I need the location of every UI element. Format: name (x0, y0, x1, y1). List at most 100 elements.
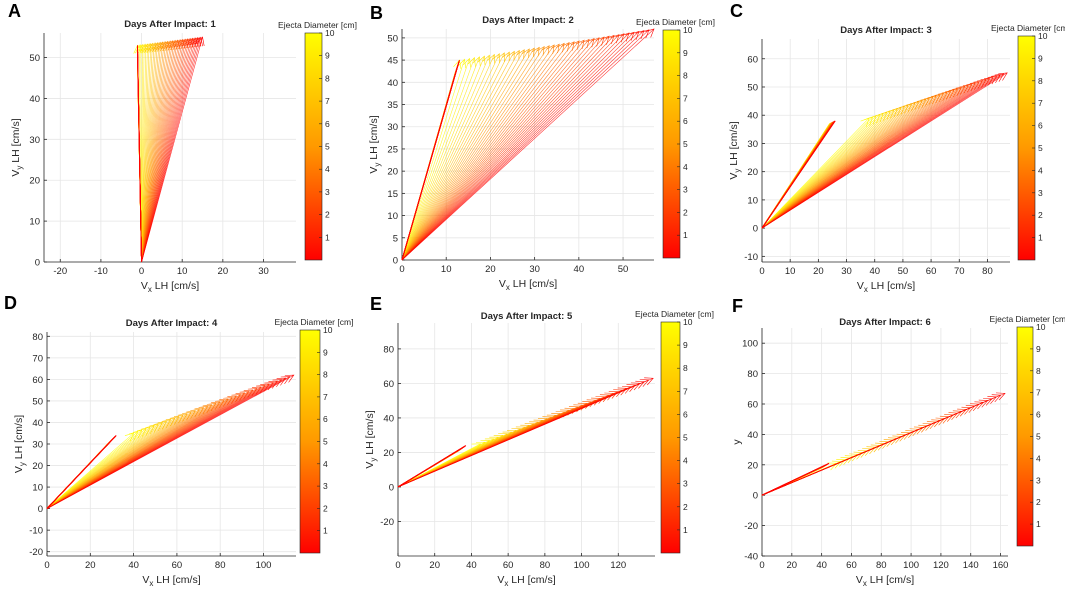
quiver-arrow-head (497, 52, 505, 62)
x-tick-label: 100 (574, 560, 590, 571)
quiver-arrow-head (141, 43, 150, 53)
y-tick-label: 60 (383, 379, 394, 390)
quiver-arrow-head (991, 74, 1001, 84)
quiver-arrow-head (521, 48, 530, 58)
quiver-arrow-shaft (401, 55, 490, 261)
quiver-arrow-base (46, 435, 117, 509)
panel-letter: C (730, 1, 743, 21)
colorbar-tick-label: 6 (323, 414, 328, 424)
quiver-arrow-head (501, 51, 510, 62)
x-tick-label: -20 (53, 266, 67, 277)
colorbar-label: Ejecta Diameter [cm] (636, 17, 715, 27)
quiver-arrow-head (605, 34, 615, 45)
y-tick-label: 0 (35, 258, 40, 269)
quiver-arrow-head (193, 36, 202, 47)
quiver-arrow-shaft (401, 51, 515, 261)
y-tick-label: 20 (747, 460, 758, 471)
colorbar-tick-label: 2 (1036, 497, 1041, 507)
colorbar-tick-label: 5 (1036, 432, 1041, 442)
quiver-series (46, 374, 295, 509)
quiver-arrow-shaft (401, 43, 565, 261)
x-tick-label: 10 (785, 266, 796, 277)
panel-letter: E (370, 294, 382, 314)
axes-background (398, 323, 655, 556)
quiver-series (761, 72, 1008, 229)
quiver-arrow-head (276, 377, 287, 386)
colorbar-tick-label: 6 (683, 116, 688, 126)
panel-a: A -20 -10 0 10 20 30 0 10 20 30 40 50 Days After Impa… (8, 1, 357, 294)
quiver-arrow-shaft (401, 47, 535, 261)
colorbar-tick-label: 4 (1038, 165, 1043, 175)
colorbar-tick-label: 7 (683, 386, 688, 396)
x-tick-label: 40 (128, 560, 139, 571)
colorbar: Ejecta Diameter [cm] 1 2 3 4 5 6 7 8 9 10 (990, 314, 1065, 547)
y-tick-label: 20 (383, 448, 394, 459)
quiver-arrow-head (600, 35, 610, 45)
colorbar-tick-label: 1 (683, 525, 688, 535)
x-axis-label: Vx LH [cm/s] (497, 574, 555, 588)
quiver-arrow-shaft (401, 42, 570, 261)
quiver-arrow-head (998, 72, 1008, 81)
quiver-arrow-head (996, 392, 1006, 401)
quiver-arrow-head (645, 28, 655, 38)
x-tick-label: 60 (503, 560, 514, 571)
quiver-arrow-head (511, 49, 520, 60)
chart-title: Days After Impact: 5 (481, 311, 573, 322)
colorbar-tick-label: 5 (323, 437, 328, 447)
colorbar-tick-label: 8 (683, 363, 688, 373)
x-tick-label: 0 (759, 266, 764, 277)
y-tick-label: 20 (387, 167, 398, 178)
colorbar-tick-label: 10 (325, 28, 335, 38)
colorbar: Ejecta Diameter [cm] 1 2 3 4 5 6 7 8 9 10 (635, 309, 714, 554)
y-tick-label: 30 (387, 122, 398, 133)
quiver-arrow-head (157, 41, 166, 51)
quiver-arrow-head (139, 43, 149, 53)
quiver-arrow-head (945, 89, 955, 99)
y-tick-label: 40 (32, 418, 43, 429)
y-tick-label: 0 (393, 256, 398, 267)
colorbar-label: Ejecta Diameter [cm] (635, 309, 714, 319)
quiver-arrow-head (169, 416, 180, 425)
quiver-arrow-shaft (401, 46, 545, 261)
x-tick-label: 0 (399, 264, 404, 275)
quiver-arrow-head (153, 422, 163, 431)
y-tick-label: 20 (29, 176, 40, 187)
x-tick-label: 80 (876, 560, 887, 571)
quiver-arrow-shaft (401, 56, 480, 261)
chart-title: Days After Impact: 4 (126, 318, 218, 329)
colorbar-tick-label: 10 (1036, 322, 1046, 332)
x-tick-label: 10 (441, 264, 452, 275)
quiver-arrow-base (761, 120, 836, 229)
y-axis-label: Vy LH [cm/s] (728, 121, 742, 179)
quiver-arrow-head (194, 36, 203, 47)
x-tick-label: 60 (926, 266, 937, 277)
quiver-arrow-shaft (401, 30, 645, 261)
quiver-arrow-head (458, 58, 467, 69)
quiver-arrow-shaft (401, 53, 500, 261)
quiver-arrow-head (590, 37, 600, 47)
x-tick-label: 80 (215, 560, 226, 571)
quiver-arrow-head (959, 85, 969, 94)
panel-letter: A (8, 1, 21, 21)
x-tick-label: 20 (429, 560, 440, 571)
y-tick-label: 0 (753, 224, 758, 235)
quiver-arrow-shaft (401, 39, 585, 261)
quiver-series (133, 36, 205, 263)
quiver-arrow-shaft (401, 58, 470, 261)
quiver-arrow-head (615, 33, 625, 43)
quiver-arrow-head (556, 42, 565, 53)
y-tick-label: -10 (744, 252, 758, 263)
y-tick-label: 45 (387, 56, 398, 67)
quiver-arrow-head (191, 37, 200, 47)
quiver-arrow-head (147, 42, 157, 52)
quiver-arrow-head (570, 40, 580, 50)
quiver-arrow-head (155, 41, 165, 51)
x-tick-label: 80 (982, 266, 993, 277)
quiver-arrow-head (173, 414, 184, 424)
colorbar-tick-label: 8 (323, 370, 328, 380)
quiver-arrow-shaft (401, 36, 605, 261)
quiver-arrow-shaft (401, 51, 510, 261)
quiver-arrow-head (138, 43, 147, 53)
y-tick-label: 100 (742, 339, 758, 350)
chart-title: Days After Impact: 6 (839, 317, 931, 328)
